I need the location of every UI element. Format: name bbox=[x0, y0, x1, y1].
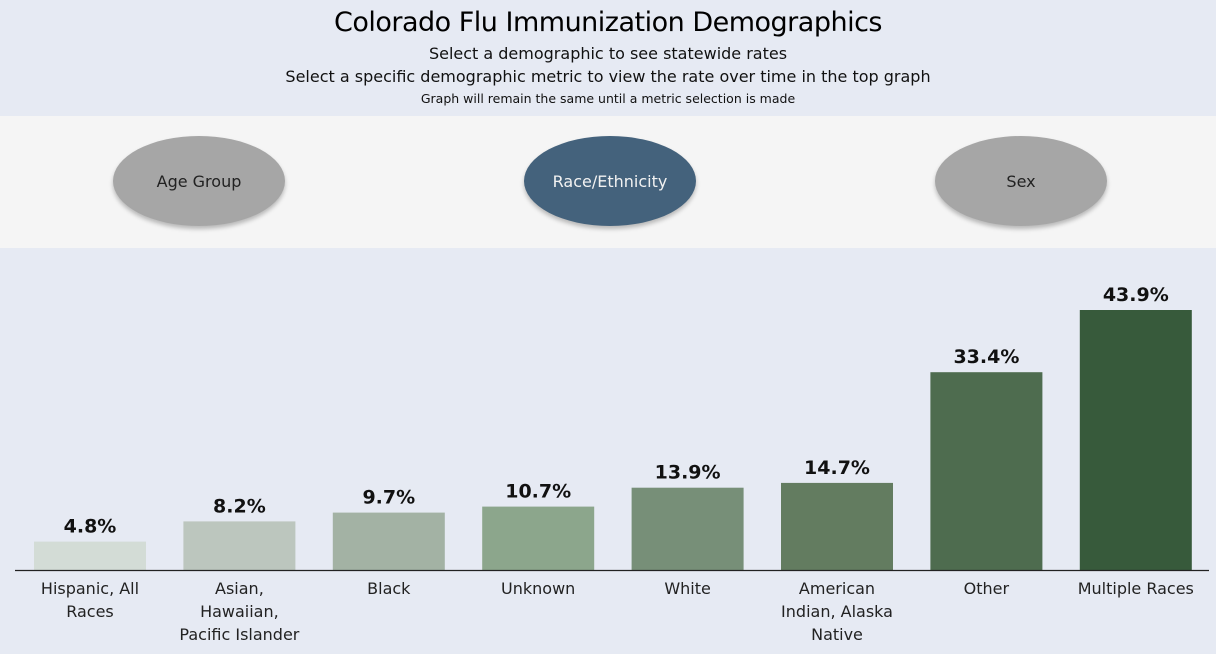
category-label[interactable]: White bbox=[664, 579, 711, 598]
bar-value-label: 8.2% bbox=[213, 495, 266, 517]
race-ethnicity-button-label: Race/Ethnicity bbox=[552, 171, 668, 191]
category-label[interactable]: Hispanic, All Races bbox=[41, 579, 139, 621]
subtitle-instruction-1: Select a demographic to see statewide ra… bbox=[428, 44, 788, 63]
page-title: Colorado Flu Immunization Demographics bbox=[334, 7, 883, 38]
bar[interactable] bbox=[930, 372, 1043, 570]
subtitle-note: Graph will remain the same until a metri… bbox=[420, 91, 796, 106]
category-label[interactable]: American Indian, Alaska Native bbox=[781, 579, 893, 644]
category-label-line: Races bbox=[66, 602, 114, 621]
bar-value-label: 4.8% bbox=[64, 516, 117, 538]
category-label-line: Unknown bbox=[501, 579, 575, 598]
category-label[interactable]: Asian, Hawaiian, Pacific Islander bbox=[179, 579, 299, 644]
category-label[interactable]: Multiple Races bbox=[1078, 579, 1194, 598]
bar-value-label: 13.9% bbox=[655, 462, 721, 484]
subtitle-instruction-2: Select a specific demographic metric to … bbox=[285, 67, 931, 86]
demographic-selector-band: Age Group Race/Ethnicity Sex bbox=[0, 116, 1216, 248]
bar[interactable] bbox=[332, 512, 445, 570]
bar-value-label: 9.7% bbox=[362, 487, 415, 509]
category-label-line: Other bbox=[964, 579, 1010, 598]
category-label-line: Black bbox=[367, 579, 411, 598]
age-group-button-label: Age Group bbox=[156, 171, 242, 191]
category-label[interactable]: Other bbox=[964, 579, 1010, 598]
chart-svg: 4.8% Hispanic, All Races 8.2% Asian, Hawaiian… bbox=[15, 284, 1209, 644]
race-ethnicity-bar-chart: 4.8% Hispanic, All Races 8.2% Asian, Hawaiian… bbox=[0, 248, 1216, 654]
category-label-line: American bbox=[799, 579, 875, 598]
bar[interactable] bbox=[183, 521, 296, 570]
bar[interactable] bbox=[1079, 310, 1192, 570]
category-label-line: Indian, Alaska bbox=[781, 602, 893, 621]
category-label[interactable]: Unknown bbox=[501, 579, 575, 598]
category-label-line: Asian, bbox=[215, 579, 264, 598]
category-label-line: Pacific Islander bbox=[179, 625, 299, 644]
category-label[interactable]: Black bbox=[367, 579, 411, 598]
race-ethnicity-button[interactable]: Race/Ethnicity bbox=[524, 136, 696, 226]
bar-value-label: 33.4% bbox=[953, 346, 1019, 368]
bar-value-label: 10.7% bbox=[505, 481, 571, 503]
bar-value-label: 14.7% bbox=[804, 457, 870, 479]
bar-value-label: 43.9% bbox=[1103, 284, 1169, 306]
bar[interactable] bbox=[781, 482, 893, 570]
category-label-line: Hawaiian, bbox=[200, 602, 279, 621]
bar[interactable] bbox=[631, 487, 744, 570]
sex-button-label: Sex bbox=[1006, 171, 1036, 191]
category-label-line: White bbox=[664, 579, 711, 598]
category-label-line: Native bbox=[811, 625, 863, 644]
category-label-line: Hispanic, All bbox=[41, 579, 139, 598]
age-group-button[interactable]: Age Group bbox=[113, 136, 285, 226]
bar[interactable] bbox=[482, 506, 595, 570]
header: Colorado Flu Immunization Demographics S… bbox=[0, 0, 1216, 115]
bar[interactable] bbox=[34, 541, 146, 570]
category-label-line: Multiple Races bbox=[1078, 579, 1194, 598]
sex-button[interactable]: Sex bbox=[935, 136, 1107, 226]
